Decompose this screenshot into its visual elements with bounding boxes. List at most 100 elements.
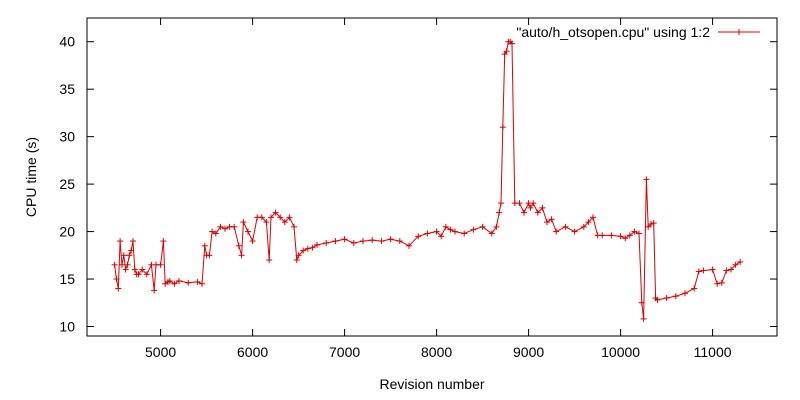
data-point [527, 204, 534, 211]
data-point [231, 223, 238, 230]
data-point [645, 223, 652, 230]
data-point [585, 219, 592, 226]
data-point [212, 230, 219, 237]
data-point [718, 279, 725, 286]
data-point [571, 228, 578, 235]
data-point [636, 230, 642, 237]
data-point [539, 204, 546, 211]
data-point [622, 235, 629, 242]
data-point [562, 223, 569, 230]
data-point [638, 299, 645, 306]
data-point [590, 214, 596, 221]
data-point [553, 228, 560, 235]
data-point [406, 242, 412, 249]
data-point [548, 216, 555, 223]
data-point [433, 228, 440, 235]
data-point [131, 266, 138, 273]
x-axis: 5000 6000 7000 8000 9000 10000 11000 [145, 18, 732, 360]
data-point [672, 293, 679, 300]
data-point [130, 238, 136, 245]
data-point [118, 261, 125, 268]
y-axis-label: CPU time (s) [23, 137, 39, 217]
x-tick-label: 6000 [237, 344, 268, 360]
data-point [222, 225, 228, 232]
data-point [143, 271, 150, 278]
data-point [378, 238, 385, 245]
data-point [266, 257, 273, 264]
series-group [111, 38, 744, 322]
data-point [263, 219, 270, 226]
data-point [530, 200, 537, 207]
data-point [115, 285, 122, 292]
data-point [323, 239, 330, 246]
data-point [122, 266, 129, 273]
data-point [300, 247, 307, 254]
y-tick-label: 20 [59, 224, 75, 240]
data-point [663, 295, 670, 302]
data-point [171, 280, 178, 287]
data-point [304, 245, 311, 252]
y-axis: 10 15 20 25 30 35 40 [59, 34, 777, 335]
y-tick-label: 10 [59, 319, 75, 335]
data-point [643, 176, 650, 183]
data-point [293, 257, 300, 264]
legend-label: "auto/h_otsopen.cpu" using 1:2 [516, 24, 710, 40]
data-point [544, 219, 550, 226]
plot-frame [86, 17, 778, 337]
data-point [580, 223, 587, 230]
data-point [350, 239, 357, 246]
x-tick-label: 11000 [694, 344, 732, 360]
data-point [235, 242, 242, 249]
data-point [626, 232, 633, 239]
data-point [124, 261, 131, 268]
data-point [199, 280, 205, 287]
data-point [488, 230, 495, 237]
data-point [509, 40, 516, 47]
data-point [682, 290, 688, 297]
data-point [498, 200, 504, 207]
legend: "auto/h_otsopen.cpu" using 1:2 [516, 24, 760, 40]
data-point [654, 296, 661, 303]
data-point [387, 236, 394, 243]
data-point [695, 268, 702, 275]
data-point [728, 266, 734, 273]
data-point [341, 236, 348, 243]
data-point [120, 252, 127, 259]
data-point [272, 209, 279, 216]
data-point [493, 223, 500, 230]
data-point [238, 252, 245, 259]
data-point [415, 233, 422, 240]
data-point [452, 228, 458, 235]
data-point [157, 261, 164, 268]
data-point [723, 267, 730, 274]
x-tick-label: 9000 [513, 344, 544, 360]
data-point [534, 209, 541, 216]
data-point [217, 223, 224, 230]
data-point [135, 271, 142, 278]
data-point [245, 228, 251, 235]
data-point [185, 279, 192, 286]
data-point [258, 214, 265, 221]
data-point [176, 277, 182, 284]
data-point [709, 266, 716, 273]
data-point [201, 242, 208, 249]
data-point [714, 280, 721, 287]
y-tick-label: 30 [59, 129, 75, 145]
x-tick-label: 7000 [329, 344, 360, 360]
data-point [113, 276, 120, 283]
data-point [249, 238, 256, 245]
y-tick-label: 25 [59, 176, 75, 192]
data-point [139, 266, 146, 273]
data-point [194, 278, 201, 285]
data-point [608, 232, 615, 239]
data-point [117, 238, 124, 245]
data-point [461, 230, 468, 237]
data-point [521, 209, 527, 216]
data-point [617, 233, 624, 240]
data-point [737, 258, 744, 265]
data-point [314, 241, 320, 248]
data-point [126, 252, 133, 259]
data-point [240, 219, 247, 226]
data-point [631, 228, 638, 235]
data-point [111, 261, 118, 268]
